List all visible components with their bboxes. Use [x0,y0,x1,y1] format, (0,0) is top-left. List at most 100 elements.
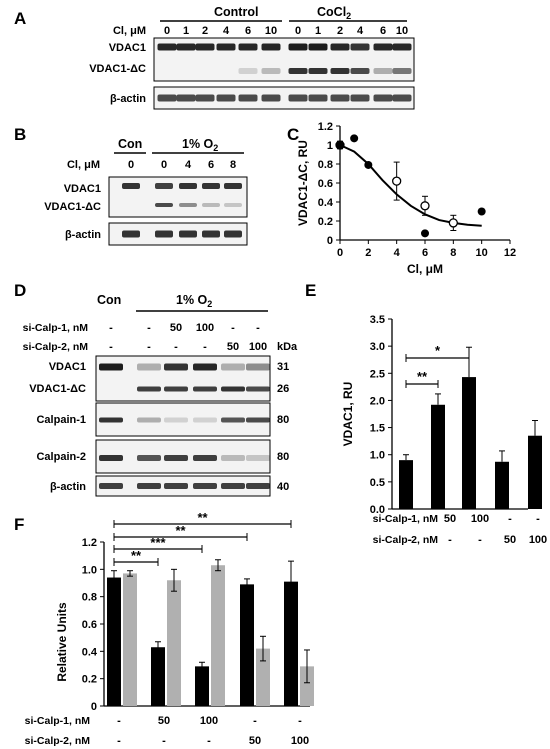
panel-a-actin-band-5 [261,94,281,102]
panel-f-calp2-dose: 50 [249,735,261,747]
panel-b-actin-band-4 [224,230,242,238]
panel-f-bar [284,581,298,706]
panel-c: C 0 0.2 0.4 0.6 0.8 1 1.2 0 2 4 6 8 10 12 Cl, μM VDAC1-… [287,121,516,276]
panel-a-dose-label: 6 [245,25,251,37]
panel-a-vdac1-band-11 [392,43,412,51]
panel-d-vdac1-band-3 [193,363,217,371]
panel-d-actin-band-0 [99,483,123,489]
panel-c-filled-point [350,134,359,143]
panel-b-dose-label: 6 [208,159,214,171]
panel-d-vdac1-dc-band-3 [193,386,217,392]
panel-a-dose-label: 1 [183,25,189,37]
panel-f-y-tick-label: 0.6 [82,619,97,631]
panel-e-bar [431,404,445,509]
panel-a-vdac1-dc-band-7 [308,68,328,74]
panel-d-calp1-dose: - [231,322,235,334]
panel-d-calpain2-band-1 [137,455,161,461]
panel-f-calp1-dose: 100 [200,715,218,727]
panel-d-label-vdac1: VDAC1 [49,361,86,373]
panel-d-blot-calpain2 [95,439,271,474]
panel-a-actin-band-1 [176,94,196,102]
panel-a-dose-label: 4 [223,25,230,37]
panel-e-bar [399,460,413,509]
panel-d-calpain1-band-5 [246,417,270,423]
panel-a-actin-band-4 [238,94,258,102]
panel-e-calp2-dose: - [448,534,452,546]
panel-a-vdac1-band-8 [330,43,350,51]
panel-f-y-tick-label: 0 [91,701,97,713]
panel-c-x-tick-label: 4 [394,247,401,259]
panel-a-blot-actin [153,86,415,110]
panel-e-sig-label: ** [417,369,428,384]
panel-f-y-tick-label: 0.2 [82,674,97,686]
panel-f-y-tick-label: 0.4 [82,646,98,658]
panel-d-actin-band-5 [246,483,270,489]
panel-d-vdac1-band-2 [164,363,188,371]
panel-a-dose-label: 6 [380,25,386,37]
panel-a-vdac1-dc-band-5 [261,68,281,74]
panel-a-dose-label: 1 [315,25,321,37]
panel-d-calp1-dose: 50 [170,322,182,334]
panel-e-y-tick-label: 1.0 [370,450,385,462]
panel-d-vdac1-dc-bands [137,386,270,392]
panel-d-calpain1-band-0 [99,417,123,423]
panel-d-vdac1-dc-band-5 [246,386,270,392]
panel-b-dose-label: 4 [185,159,192,171]
panel-a-vdac1-dc-bands [238,68,412,74]
panel-f-sig-label: *** [150,535,166,550]
panel-c-x-tick-label: 10 [476,247,488,259]
panel-a-dose-label: 0 [295,25,301,37]
panel-f-bar [195,666,209,706]
panel-a-dose-label: 2 [337,25,343,37]
panel-f-calp2-dose: - [117,735,121,747]
panel-d-kda-80a: 80 [277,414,289,426]
panel-d-calpain1-bands [99,417,270,423]
panel-d-calp2-dose: 100 [249,341,267,353]
panel-d-vdac1-dc-band-1 [137,386,161,392]
panel-f-calp2-dose: 100 [291,735,309,747]
panel-d-calp2-dose: - [174,341,178,353]
panel-d-kda-label: kDa [277,341,298,353]
panel-b-vdac1-dc-band-3 [202,203,220,207]
panel-f-bar [240,584,254,706]
panel-a-dose-label: 4 [357,25,364,37]
panel-b-actin-band-3 [202,230,220,238]
panel-d-calp2-dose: - [147,341,151,353]
panel-d-calpain2-band-4 [221,455,245,461]
panel-d-calp2-dose: - [203,341,207,353]
panel-e-letter: E [305,281,316,300]
panel-d-calp2-doses: - - - - 50 100 [109,341,267,353]
panel-a-cocl2-main: CoCl [317,5,346,19]
panel-a-vdac1-band-3 [216,43,236,51]
panel-d-vdac1-band-5 [246,363,270,371]
panel-d-kda-31: 31 [277,361,289,373]
panel-a-label-vdac1-dc: VDAC1-ΔC [89,63,146,75]
panel-e-y-tick-label: 0.0 [370,504,385,516]
panel-a-actin-band-3 [216,94,236,102]
panel-c-filled-point [364,160,373,169]
panel-f-calp1-dose: - [253,715,257,727]
panel-d-calpain2-band-5 [246,455,270,461]
panel-a-vdac1-band-0 [157,43,177,51]
panel-c-y-tick-label: 1.2 [318,121,333,133]
panel-c-y-tick-label: 0.4 [318,197,334,209]
panel-c-open-point [420,201,430,211]
panel-f-bar [107,577,121,706]
panel-a-vdac1-bands [157,43,412,51]
panel-f-y-axis-label: Relative Units [55,602,69,682]
panel-f-bar [151,647,165,706]
panel-d-hypoxia-sub: 2 [207,299,212,309]
panel-f-bar [123,573,137,706]
panel-f-calp2-dose: - [207,735,211,747]
panel-e-bar [462,377,476,509]
panel-c-letter: C [287,125,299,144]
panel-c-open-point [392,176,402,186]
panel-c-chart: 0 0.2 0.4 0.6 0.8 1 1.2 0 2 4 6 8 10 12 Cl, μM VDAC1-ΔC… [296,121,516,276]
panel-a-actin-band-11 [392,94,412,102]
panel-e-row-label-calp1: si-Calp-1, nM [373,513,439,525]
panel-a-vdac1-band-6 [288,43,308,51]
panel-b-dose-label: 0 [128,159,134,171]
panel-a-dose-label: 10 [396,25,408,37]
panel-a-actin-band-0 [157,94,177,102]
panel-d-actin-band-1 [137,483,161,489]
